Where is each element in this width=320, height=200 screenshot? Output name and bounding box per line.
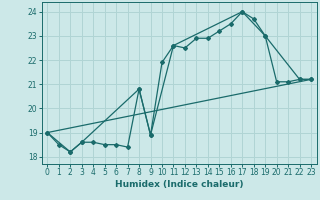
X-axis label: Humidex (Indice chaleur): Humidex (Indice chaleur) — [115, 180, 244, 189]
